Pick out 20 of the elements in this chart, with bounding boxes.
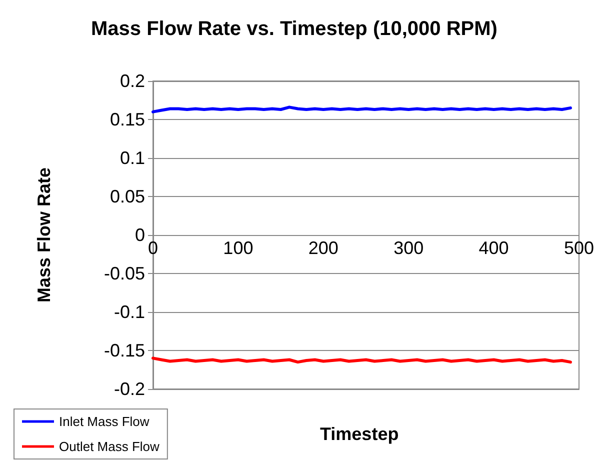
y-tick-label: -0.15: [104, 340, 145, 360]
x-tick-label: 200: [308, 238, 338, 258]
y-tick-label: -0.1: [114, 302, 145, 322]
y-tick-label: -0.2: [114, 379, 145, 399]
y-tick-label: 0.2: [120, 71, 145, 91]
y-tick-label: 0.05: [110, 186, 145, 206]
y-tick-label: 0.15: [110, 110, 145, 130]
y-tick-label: -0.05: [104, 264, 145, 284]
legend-label: Inlet Mass Flow: [59, 414, 150, 429]
x-tick-label: 100: [223, 238, 254, 258]
y-tick-label: 0.1: [120, 148, 145, 168]
y-axis-title: Mass Flow Rate: [34, 167, 54, 303]
chart-title: Mass Flow Rate vs. Timestep (10,000 RPM): [91, 18, 498, 40]
x-tick-label: 500: [564, 238, 594, 258]
x-tick-label: 300: [394, 238, 424, 258]
legend-label: Outlet Mass Flow: [59, 439, 160, 454]
x-tick-label: 0: [148, 238, 158, 258]
y-tick-label: 0: [134, 225, 145, 245]
x-tick-label: 400: [478, 238, 509, 258]
x-axis-title: Timestep: [320, 424, 399, 444]
